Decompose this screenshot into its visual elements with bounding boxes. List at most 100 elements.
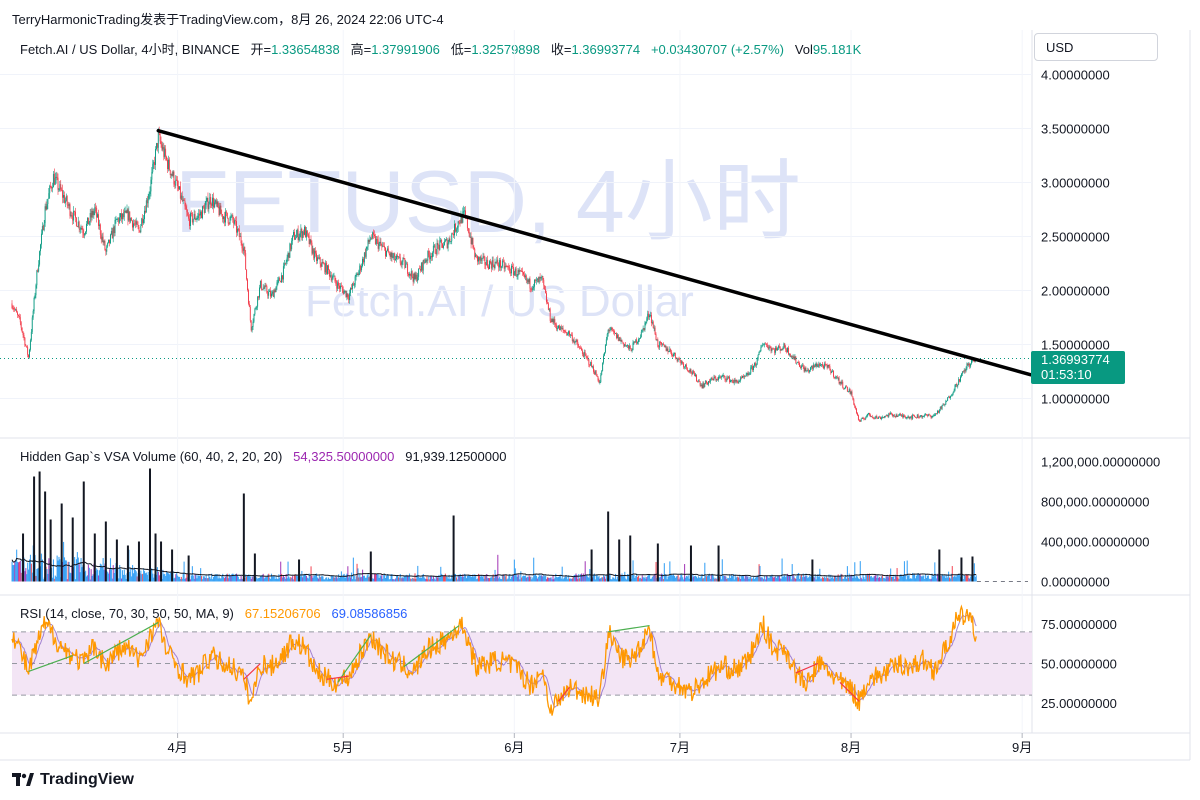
volume-bar bbox=[772, 576, 774, 582]
volume-bar bbox=[891, 576, 893, 582]
volume-bar bbox=[540, 574, 542, 582]
candle-body bbox=[312, 248, 314, 254]
volume-bar bbox=[201, 576, 203, 582]
candle-body bbox=[603, 355, 605, 363]
candle-body bbox=[253, 314, 255, 322]
volume-bar bbox=[707, 574, 710, 582]
candle-body bbox=[517, 270, 519, 276]
volume-bar bbox=[278, 574, 280, 582]
candle-body bbox=[624, 344, 626, 347]
candle-body bbox=[888, 413, 890, 417]
currency-selector-button[interactable]: USD bbox=[1034, 33, 1158, 61]
candle-body bbox=[769, 346, 771, 348]
candle-body bbox=[819, 363, 821, 367]
candle-body bbox=[270, 293, 272, 297]
candle-body bbox=[713, 376, 715, 381]
volume-bar bbox=[747, 576, 749, 582]
candle-body bbox=[117, 218, 119, 220]
candle-body bbox=[173, 171, 175, 185]
volume-bar bbox=[419, 577, 422, 582]
volume-bar bbox=[568, 575, 570, 582]
volume-bar bbox=[410, 579, 412, 582]
volume-legend[interactable]: Hidden Gap`s VSA Volume (60, 40, 2, 20, … bbox=[20, 449, 506, 464]
candle-body bbox=[489, 261, 491, 264]
candle-body bbox=[32, 311, 34, 318]
candle-body bbox=[201, 211, 202, 219]
volume-bar bbox=[199, 575, 201, 582]
candle-body bbox=[842, 381, 844, 388]
candle-body bbox=[797, 362, 799, 363]
candle-body bbox=[168, 159, 170, 170]
volume-bar bbox=[915, 575, 917, 582]
footer-brand[interactable]: TradingView bbox=[12, 771, 134, 789]
candle-body bbox=[454, 223, 456, 232]
candle-body bbox=[334, 275, 336, 281]
volume-bar bbox=[260, 575, 262, 582]
volume-bar bbox=[784, 575, 786, 582]
candle-body bbox=[667, 348, 669, 352]
volume-bar bbox=[743, 578, 745, 582]
volume-bar bbox=[63, 557, 66, 582]
candle-body bbox=[301, 228, 303, 238]
volume-bar bbox=[151, 568, 153, 582]
candle-body bbox=[637, 342, 639, 344]
volume-bar bbox=[498, 578, 500, 582]
candle-body bbox=[656, 339, 658, 341]
volume-bar bbox=[375, 573, 377, 582]
candle-body bbox=[730, 380, 732, 382]
volume-bar bbox=[503, 574, 505, 582]
rsi-legend[interactable]: RSI (14, close, 70, 30, 50, 50, MA, 9) 6… bbox=[20, 606, 407, 621]
volume-bar bbox=[941, 573, 943, 582]
candle-body bbox=[230, 216, 232, 218]
volume-bar bbox=[314, 575, 316, 582]
symbol-title[interactable]: Fetch.AI / US Dollar, 4小时, BINANCE bbox=[20, 42, 240, 57]
volume-bar bbox=[899, 574, 901, 582]
candle-body bbox=[419, 268, 421, 270]
time-axis[interactable]: 4月 5月 6月 7月 8月 9月 bbox=[167, 733, 1032, 755]
candle-body bbox=[843, 387, 845, 389]
volume-bar bbox=[757, 574, 759, 582]
volume-bar bbox=[942, 575, 944, 582]
volume-bar bbox=[458, 575, 460, 582]
volume-bar bbox=[147, 571, 149, 582]
candle-body bbox=[108, 239, 110, 243]
volume-spike-bar bbox=[115, 539, 118, 582]
candle-body bbox=[686, 367, 688, 371]
volume-bar bbox=[36, 569, 38, 582]
volume-bar bbox=[639, 577, 641, 582]
volume-bar bbox=[661, 574, 664, 582]
volume-bar bbox=[806, 576, 808, 582]
candle-body bbox=[300, 228, 302, 234]
volume-bar bbox=[28, 559, 31, 582]
candle-body bbox=[575, 340, 577, 342]
candle-body bbox=[871, 416, 873, 418]
candle-body bbox=[800, 365, 802, 368]
candle-body bbox=[809, 370, 811, 373]
candle-body bbox=[150, 179, 152, 192]
volume-bar bbox=[124, 574, 126, 582]
volume-bar bbox=[97, 569, 99, 582]
candle-body bbox=[153, 162, 155, 164]
trendline-drawing[interactable] bbox=[156, 128, 1033, 377]
volume-bar bbox=[258, 577, 261, 582]
volume-bar bbox=[401, 577, 403, 582]
candle-body bbox=[545, 289, 547, 294]
candle-body bbox=[211, 204, 213, 206]
candle-body bbox=[116, 219, 118, 220]
candle-body bbox=[849, 389, 851, 394]
volume-bar bbox=[766, 576, 768, 582]
volume-bar bbox=[374, 573, 376, 582]
candle-body bbox=[40, 244, 41, 252]
volume-bar bbox=[889, 574, 891, 582]
volume-bar bbox=[856, 575, 858, 582]
volume-bar bbox=[679, 577, 681, 582]
volume-bar bbox=[474, 574, 476, 582]
volume-bar bbox=[319, 577, 321, 582]
candle-body bbox=[369, 239, 371, 242]
candle-body bbox=[242, 248, 244, 251]
candle-body bbox=[528, 278, 530, 283]
price-axis[interactable]: 4.000000003.500000003.000000002.50000000… bbox=[0, 30, 1110, 733]
candle-body bbox=[273, 290, 275, 297]
candle-body bbox=[225, 211, 227, 213]
